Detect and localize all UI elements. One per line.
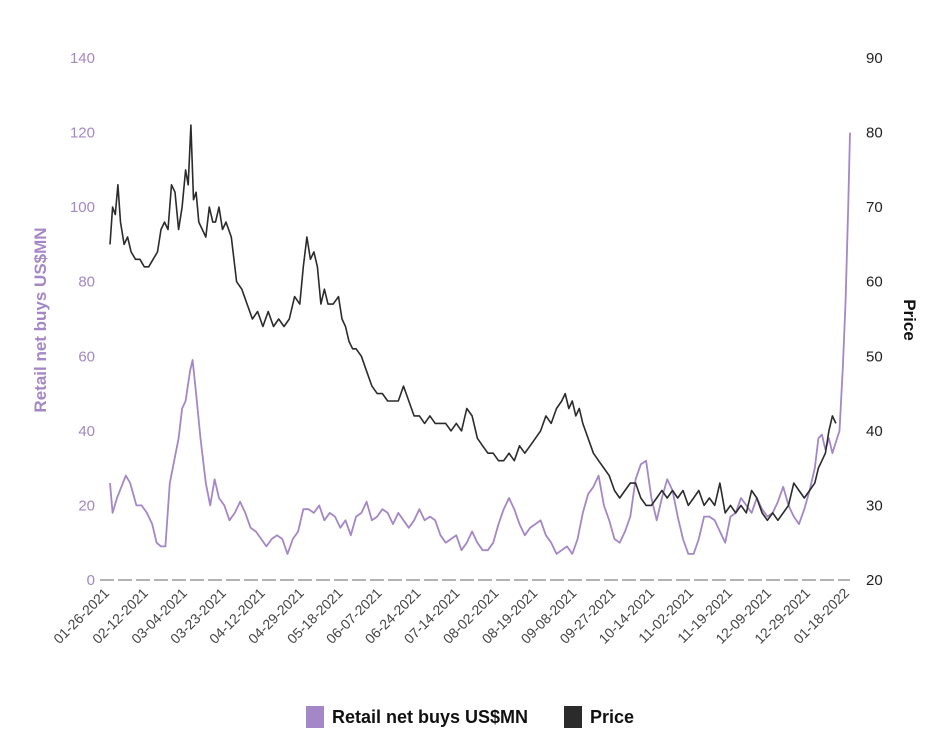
left-tick-label: 0 (87, 572, 95, 589)
left-axis-title: Retail net buys US$MN (31, 227, 50, 412)
series-layer (109, 124, 851, 555)
legend-swatch-retail (305, 706, 324, 728)
right-tick-label: 70 (866, 199, 883, 216)
left-tick-label: 60 (78, 348, 95, 365)
legend-label-retail: Retail net buys US$MN (331, 706, 528, 727)
left-tick-label: 80 (78, 274, 95, 291)
x-axis-ticks: 01-26-202102-12-202103-04-202103-23-2021… (50, 585, 852, 647)
price-line (109, 124, 837, 522)
right-tick-label: 50 (866, 348, 883, 365)
left-tick-label: 20 (78, 497, 95, 514)
right-axis-ticks: 20 30 40 50 60 70 80 90 (866, 50, 883, 589)
right-tick-label: 30 (866, 497, 883, 514)
left-tick-label: 120 (70, 125, 95, 142)
left-tick-label: 100 (70, 199, 95, 216)
right-tick-label: 40 (866, 423, 883, 440)
legend-item-price[interactable]: Price (564, 706, 634, 728)
legend-swatch-price (564, 706, 582, 728)
retail-net-buys-line (109, 132, 851, 555)
legend-item-retail[interactable]: Retail net buys US$MN (305, 706, 528, 728)
right-axis-title: Price (900, 299, 919, 341)
right-tick-label: 90 (866, 50, 883, 67)
right-tick-label: 80 (866, 125, 883, 142)
left-tick-label: 140 (70, 50, 95, 67)
right-tick-label: 20 (866, 572, 883, 589)
legend-label-price: Price (590, 706, 635, 727)
chart-legend: Retail net buys US$MN Price (0, 706, 940, 728)
right-tick-label: 60 (866, 274, 883, 291)
left-axis-ticks: 0 20 40 60 80 100 120 140 (70, 50, 95, 589)
left-tick-label: 40 (78, 423, 95, 440)
